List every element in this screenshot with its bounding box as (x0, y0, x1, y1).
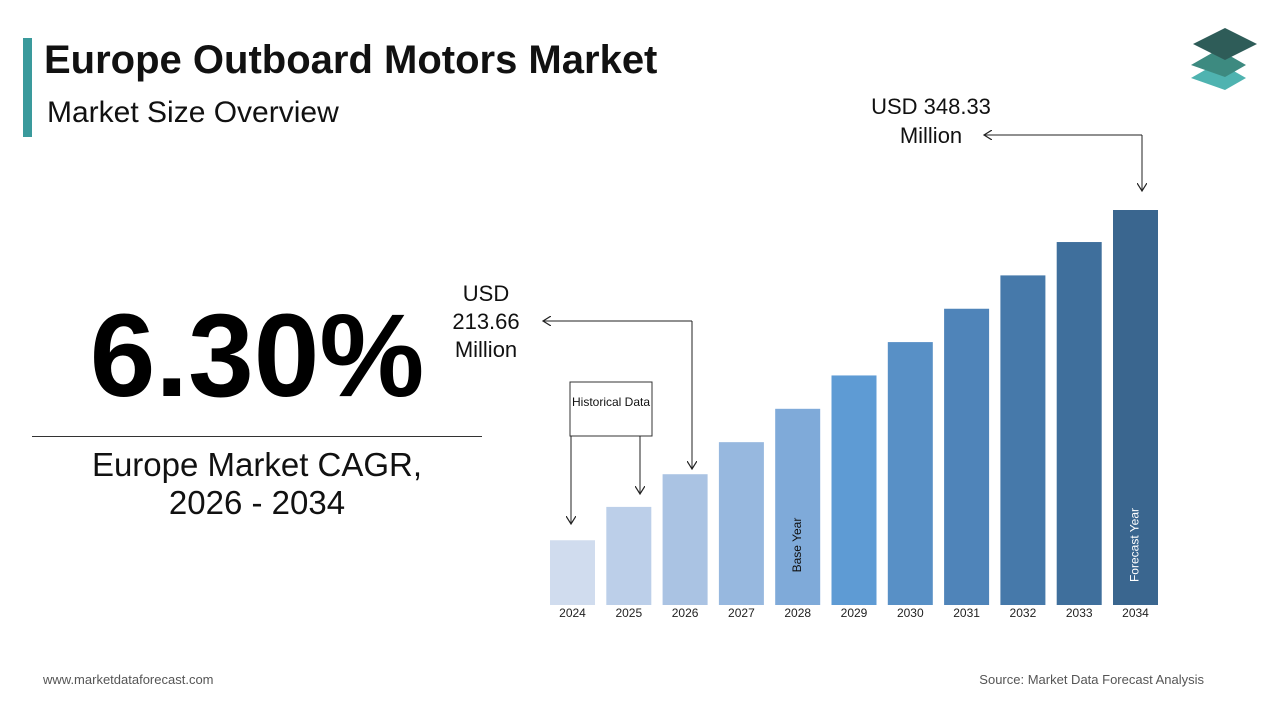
bar (1056, 242, 1102, 605)
historical-note: Historical Data (571, 395, 651, 409)
bar (550, 540, 595, 605)
bar (887, 342, 933, 605)
x-tick-label: 2026 (672, 606, 699, 620)
cagr-value: 6.30% (89, 290, 425, 422)
x-tick-label: 2034 (1122, 606, 1149, 620)
bar (662, 474, 708, 605)
bar (1000, 275, 1046, 605)
subtitle: Market Size Overview (47, 96, 339, 129)
x-tick-label: 2033 (1066, 606, 1093, 620)
value-label: USD 348.33 Million (871, 94, 991, 148)
title: Europe Outboard Motors Market (44, 38, 658, 82)
x-tick-label: 2029 (841, 606, 868, 620)
website: www.marketdataforecast.com (43, 672, 214, 687)
x-tick-label: 2028 (784, 606, 811, 620)
logo (1191, 28, 1257, 90)
x-tick-label: 2030 (897, 606, 924, 620)
bar (718, 442, 764, 605)
accent-bar (23, 38, 32, 137)
x-tick-label: 2031 (953, 606, 980, 620)
source: Source: Market Data Forecast Analysis (979, 672, 1204, 687)
bar-label: Forecast Year (1128, 508, 1142, 582)
x-tick-label: 2025 (615, 606, 642, 620)
bar (831, 375, 877, 605)
value-label: USD 213.66 Million (452, 281, 520, 362)
bar-label: Base Year (790, 518, 804, 573)
x-tick-label: 2027 (728, 606, 755, 620)
bar (944, 308, 990, 605)
bar (1113, 210, 1158, 605)
x-tick-label: 2032 (1010, 606, 1037, 620)
cagr-label: Europe Market CAGR, 2026 - 2034 (91, 446, 423, 521)
bar (606, 506, 652, 605)
bar (775, 408, 821, 605)
divider (32, 436, 482, 437)
x-tick-label: 2024 (559, 606, 586, 620)
historical-box (569, 381, 653, 437)
